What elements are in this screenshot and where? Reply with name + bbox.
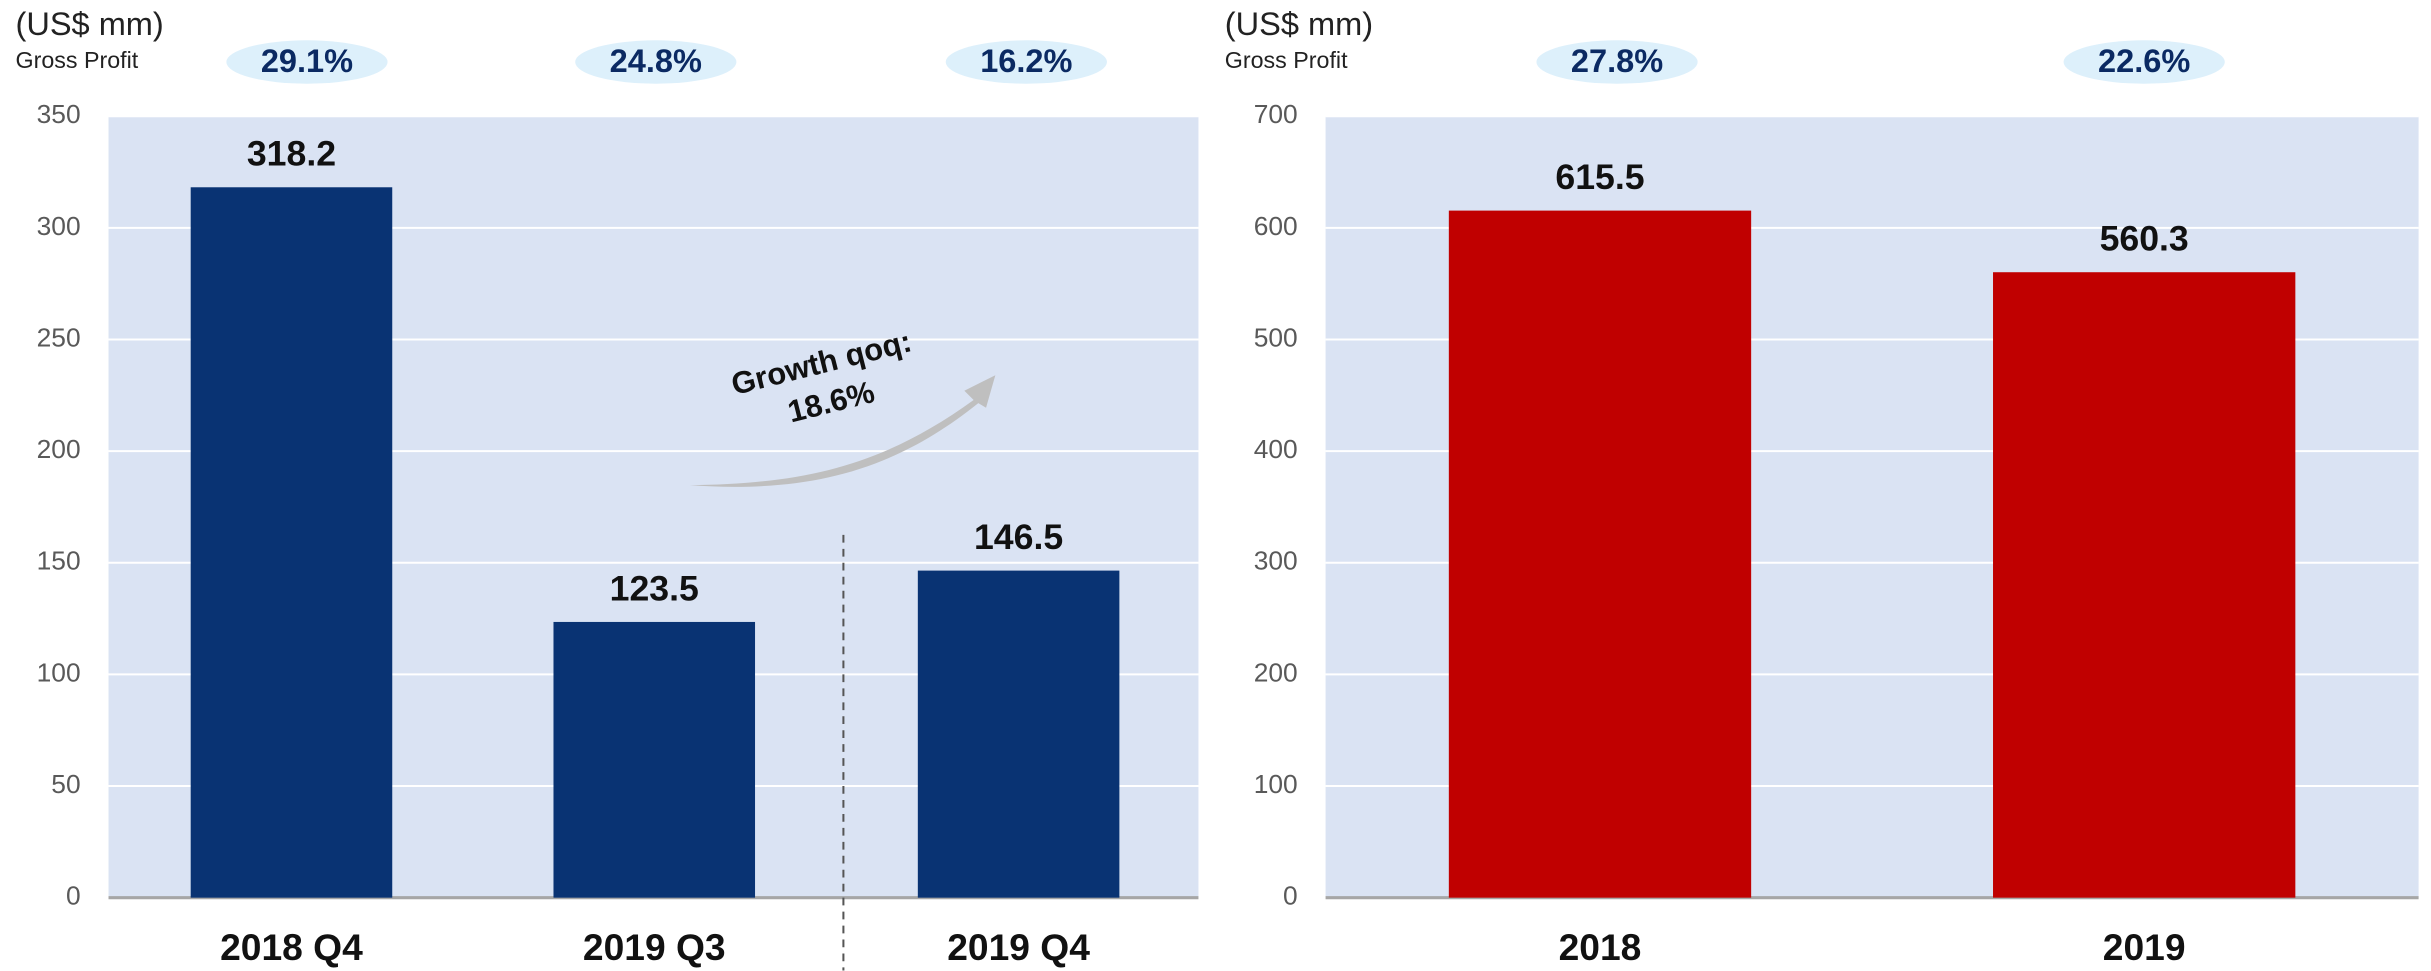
y-tick-label: 150	[37, 546, 81, 576]
bar	[190, 187, 393, 898]
x-tick-label: 2019 Q3	[583, 926, 726, 968]
unit-label: (US$ mm)	[1225, 6, 1373, 42]
margin-badge	[1536, 40, 1698, 84]
margin-badge	[2063, 40, 2225, 84]
value-label: 318.2	[247, 134, 336, 174]
y-tick-label: 100	[37, 657, 81, 687]
y-tick-label: 500	[1254, 322, 1298, 352]
y-tick-label: 0	[66, 881, 81, 911]
gross-profit-label: Gross Profit	[1225, 47, 1348, 73]
unit-label: (US$ mm)	[16, 6, 164, 42]
x-tick-label: 2018	[1559, 926, 1642, 968]
value-label: 615.5	[1555, 157, 1644, 197]
bar	[917, 570, 1120, 898]
x-tick-label: 2018 Q4	[220, 926, 363, 968]
margin-label: 24.8%	[610, 43, 702, 79]
y-tick-label: 50	[51, 769, 80, 799]
value-label: 146.5	[974, 517, 1063, 557]
value-label: 560.3	[2100, 219, 2189, 259]
y-tick-label: 100	[1254, 769, 1298, 799]
bar	[1448, 210, 1752, 898]
margin-label: 29.1%	[261, 43, 353, 79]
y-tick-label: 200	[37, 434, 81, 464]
y-tick-label: 600	[1254, 211, 1298, 241]
y-tick-label: 350	[37, 99, 81, 129]
margin-label: 16.2%	[980, 43, 1072, 79]
y-tick-label: 700	[1254, 99, 1298, 129]
margin-label: 27.8%	[1571, 43, 1663, 79]
bar	[553, 621, 756, 898]
y-tick-label: 250	[37, 322, 81, 352]
y-tick-label: 400	[1254, 434, 1298, 464]
growth-arrow	[689, 375, 996, 487]
bar	[1993, 272, 2296, 898]
y-tick-label: 300	[1254, 546, 1298, 576]
margin-label: 22.6%	[2098, 43, 2190, 79]
x-tick-label: 2019 Q4	[947, 926, 1090, 968]
y-tick-label: 0	[1283, 881, 1298, 911]
margin-badge	[226, 40, 388, 84]
x-tick-label: 2019	[2103, 926, 2186, 968]
y-tick-label: 300	[37, 211, 81, 241]
value-label: 123.5	[610, 568, 699, 608]
margin-badge	[945, 40, 1107, 84]
y-tick-label: 200	[1254, 657, 1298, 687]
margin-badge	[575, 40, 737, 84]
gross-profit-label: Gross Profit	[16, 47, 139, 73]
